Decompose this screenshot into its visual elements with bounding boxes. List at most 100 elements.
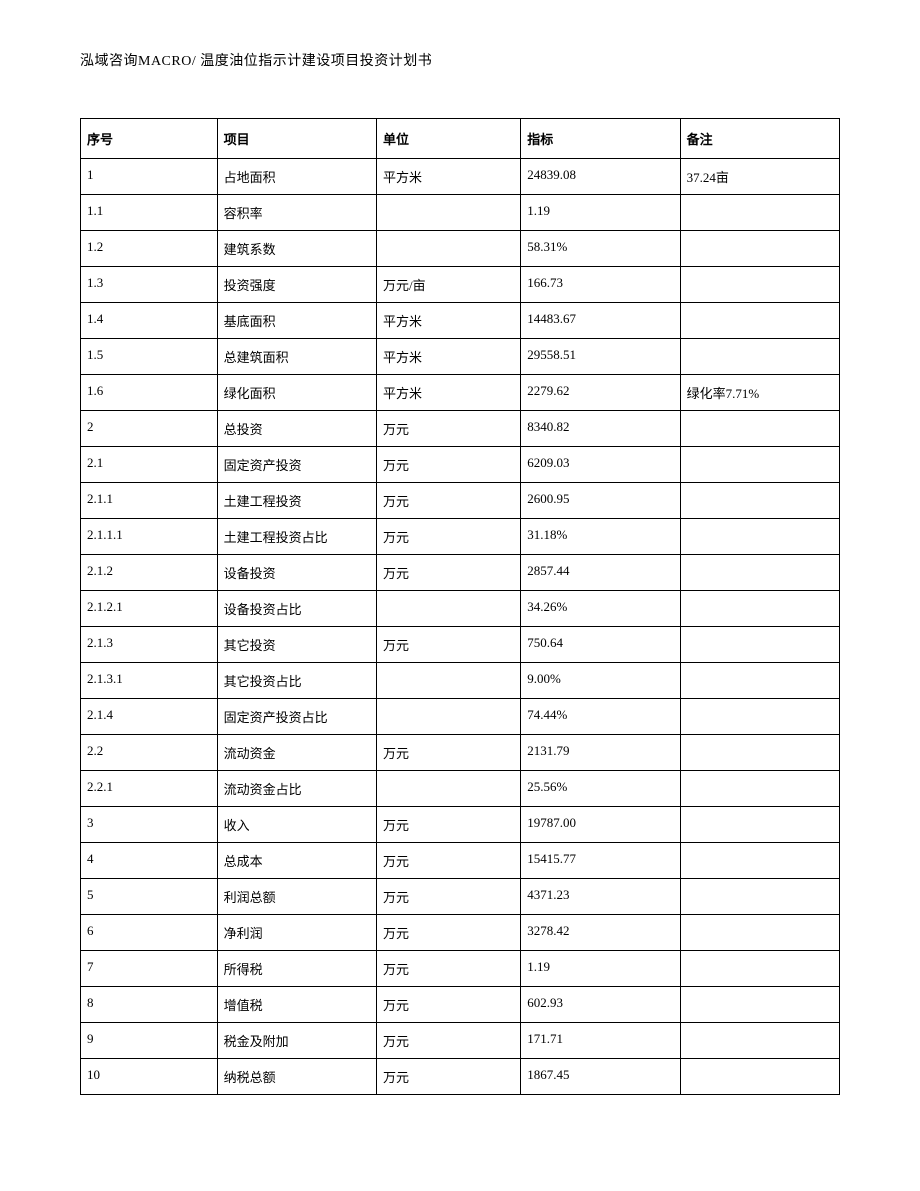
table-cell (680, 951, 839, 987)
table-row: 10纳税总额万元1867.45 (81, 1059, 840, 1095)
table-row: 2.1固定资产投资万元6209.03 (81, 447, 840, 483)
table-cell: 4 (81, 843, 218, 879)
table-cell: 25.56% (521, 771, 680, 807)
table-cell: 1.6 (81, 375, 218, 411)
table-cell (680, 987, 839, 1023)
table-cell (680, 843, 839, 879)
table-cell: 7 (81, 951, 218, 987)
table-row: 7所得税万元1.19 (81, 951, 840, 987)
table-cell (376, 663, 520, 699)
table-cell: 2.2 (81, 735, 218, 771)
table-cell: 2.1.2 (81, 555, 218, 591)
table-row: 6净利润万元3278.42 (81, 915, 840, 951)
table-row: 2.1.4固定资产投资占比74.44% (81, 699, 840, 735)
table-cell: 绿化面积 (217, 375, 376, 411)
document-header: 泓域咨询MACRO/ 温度油位指示计建设项目投资计划书 (80, 50, 840, 70)
table-cell: 8 (81, 987, 218, 1023)
table-cell: 净利润 (217, 915, 376, 951)
table-cell: 8340.82 (521, 411, 680, 447)
table-cell: 9.00% (521, 663, 680, 699)
table-cell (680, 1059, 839, 1095)
table-cell: 750.64 (521, 627, 680, 663)
table-row: 2总投资万元8340.82 (81, 411, 840, 447)
table-row: 2.1.1.1土建工程投资占比万元31.18% (81, 519, 840, 555)
table-cell: 9 (81, 1023, 218, 1059)
table-cell: 总建筑面积 (217, 339, 376, 375)
table-cell: 6209.03 (521, 447, 680, 483)
table-cell: 3278.42 (521, 915, 680, 951)
table-row: 2.1.2设备投资万元2857.44 (81, 555, 840, 591)
table-cell: 万元 (376, 951, 520, 987)
table-cell: 24839.08 (521, 159, 680, 195)
table-cell: 1.3 (81, 267, 218, 303)
table-cell: 基底面积 (217, 303, 376, 339)
table-cell: 1.1 (81, 195, 218, 231)
table-cell (680, 699, 839, 735)
table-cell: 占地面积 (217, 159, 376, 195)
col-header-seq: 序号 (81, 119, 218, 159)
table-cell: 2.1 (81, 447, 218, 483)
table-row: 2.1.1土建工程投资万元2600.95 (81, 483, 840, 519)
table-cell: 74.44% (521, 699, 680, 735)
col-header-indicator: 指标 (521, 119, 680, 159)
table-cell: 平方米 (376, 339, 520, 375)
table-row: 2.1.3其它投资万元750.64 (81, 627, 840, 663)
table-cell: 万元 (376, 735, 520, 771)
table-cell: 万元 (376, 483, 520, 519)
table-cell (680, 627, 839, 663)
indicator-table: 序号 项目 单位 指标 备注 1占地面积平方米24839.0837.24亩1.1… (80, 118, 840, 1095)
table-row: 5利润总额万元4371.23 (81, 879, 840, 915)
table-cell: 37.24亩 (680, 159, 839, 195)
table-cell: 容积率 (217, 195, 376, 231)
table-cell: 2.1.1.1 (81, 519, 218, 555)
table-cell: 利润总额 (217, 879, 376, 915)
table-body: 1占地面积平方米24839.0837.24亩1.1容积率1.191.2建筑系数5… (81, 159, 840, 1095)
table-cell: 其它投资占比 (217, 663, 376, 699)
table-row: 1.6绿化面积平方米2279.62绿化率7.71% (81, 375, 840, 411)
table-cell: 税金及附加 (217, 1023, 376, 1059)
table-cell (680, 447, 839, 483)
table-cell: 2 (81, 411, 218, 447)
table-cell: 2.1.3.1 (81, 663, 218, 699)
table-cell: 2600.95 (521, 483, 680, 519)
table-cell (680, 771, 839, 807)
table-cell: 收入 (217, 807, 376, 843)
table-cell (680, 411, 839, 447)
table-cell: 万元 (376, 879, 520, 915)
table-row: 2.1.3.1其它投资占比 9.00% (81, 663, 840, 699)
table-cell: 1.2 (81, 231, 218, 267)
table-cell: 1.19 (521, 195, 680, 231)
table-cell: 万元 (376, 843, 520, 879)
table-cell: 31.18% (521, 519, 680, 555)
table-cell: 流动资金 (217, 735, 376, 771)
table-cell (376, 699, 520, 735)
table-cell: 平方米 (376, 303, 520, 339)
table-cell: 万元 (376, 555, 520, 591)
table-cell: 2857.44 (521, 555, 680, 591)
table-cell: 建筑系数 (217, 231, 376, 267)
table-cell: 29558.51 (521, 339, 680, 375)
table-row: 2.2.1流动资金占比25.56% (81, 771, 840, 807)
table-cell: 6 (81, 915, 218, 951)
table-cell: 绿化率7.71% (680, 375, 839, 411)
table-row: 1.2建筑系数58.31% (81, 231, 840, 267)
table-cell (680, 1023, 839, 1059)
table-cell (680, 591, 839, 627)
table-cell: 总成本 (217, 843, 376, 879)
table-row: 2.2流动资金万元2131.79 (81, 735, 840, 771)
table-cell (680, 879, 839, 915)
table-cell: 所得税 (217, 951, 376, 987)
table-row: 3收入万元19787.00 (81, 807, 840, 843)
table-cell: 其它投资 (217, 627, 376, 663)
table-cell: 投资强度 (217, 267, 376, 303)
table-cell: 14483.67 (521, 303, 680, 339)
table-cell: 设备投资占比 (217, 591, 376, 627)
table-row: 1.4基底面积平方米14483.67 (81, 303, 840, 339)
table-cell (680, 915, 839, 951)
table-cell: 171.71 (521, 1023, 680, 1059)
table-cell (680, 735, 839, 771)
table-cell: 15415.77 (521, 843, 680, 879)
table-cell (680, 519, 839, 555)
table-row: 9税金及附加万元171.71 (81, 1023, 840, 1059)
table-cell: 1.4 (81, 303, 218, 339)
